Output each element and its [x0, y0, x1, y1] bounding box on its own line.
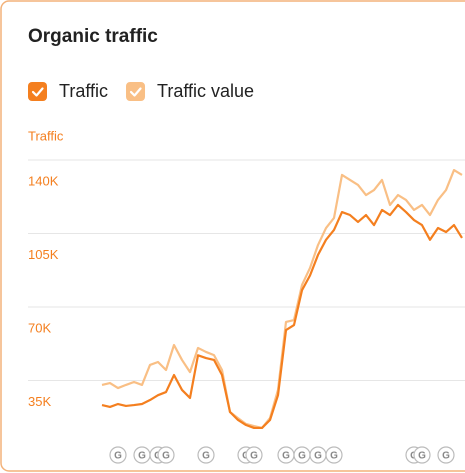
legend-check: [31, 87, 44, 97]
legend-label[interactable]: Traffic value: [157, 81, 254, 101]
legend-label[interactable]: Traffic: [59, 81, 108, 101]
y-tick-label: 35K: [28, 394, 51, 409]
series-line: [101, 203, 463, 430]
event-marker[interactable]: [197, 446, 215, 464]
event-marker-label: G: [162, 451, 170, 462]
event-marker[interactable]: [413, 446, 431, 464]
event-marker-label: G: [330, 451, 338, 462]
event-marker[interactable]: [325, 446, 343, 464]
event-marker[interactable]: [157, 446, 175, 464]
event-marker-label: G: [282, 451, 290, 462]
chart-title: Organic traffic: [28, 26, 158, 47]
event-marker[interactable]: [437, 446, 455, 464]
event-marker[interactable]: [109, 446, 127, 464]
y-axis-title: Traffic: [28, 128, 64, 143]
event-marker-label: G: [250, 451, 258, 462]
event-marker-label: G: [314, 451, 322, 462]
y-tick-label: 140K: [28, 173, 59, 188]
event-marker-label: G: [138, 451, 146, 462]
event-marker-label: G: [298, 451, 306, 462]
event-marker-label: G: [418, 451, 426, 462]
event-marker[interactable]: [245, 446, 263, 464]
y-tick-label: 70K: [28, 320, 51, 335]
y-tick-label: 105K: [28, 247, 59, 262]
event-marker-label: G: [202, 451, 210, 462]
event-marker-label: G: [114, 451, 122, 462]
legend-checkbox[interactable]: [126, 82, 146, 101]
legend-check: [129, 87, 142, 97]
event-marker-label: G: [442, 451, 450, 462]
legend-checkbox[interactable]: [28, 82, 47, 101]
